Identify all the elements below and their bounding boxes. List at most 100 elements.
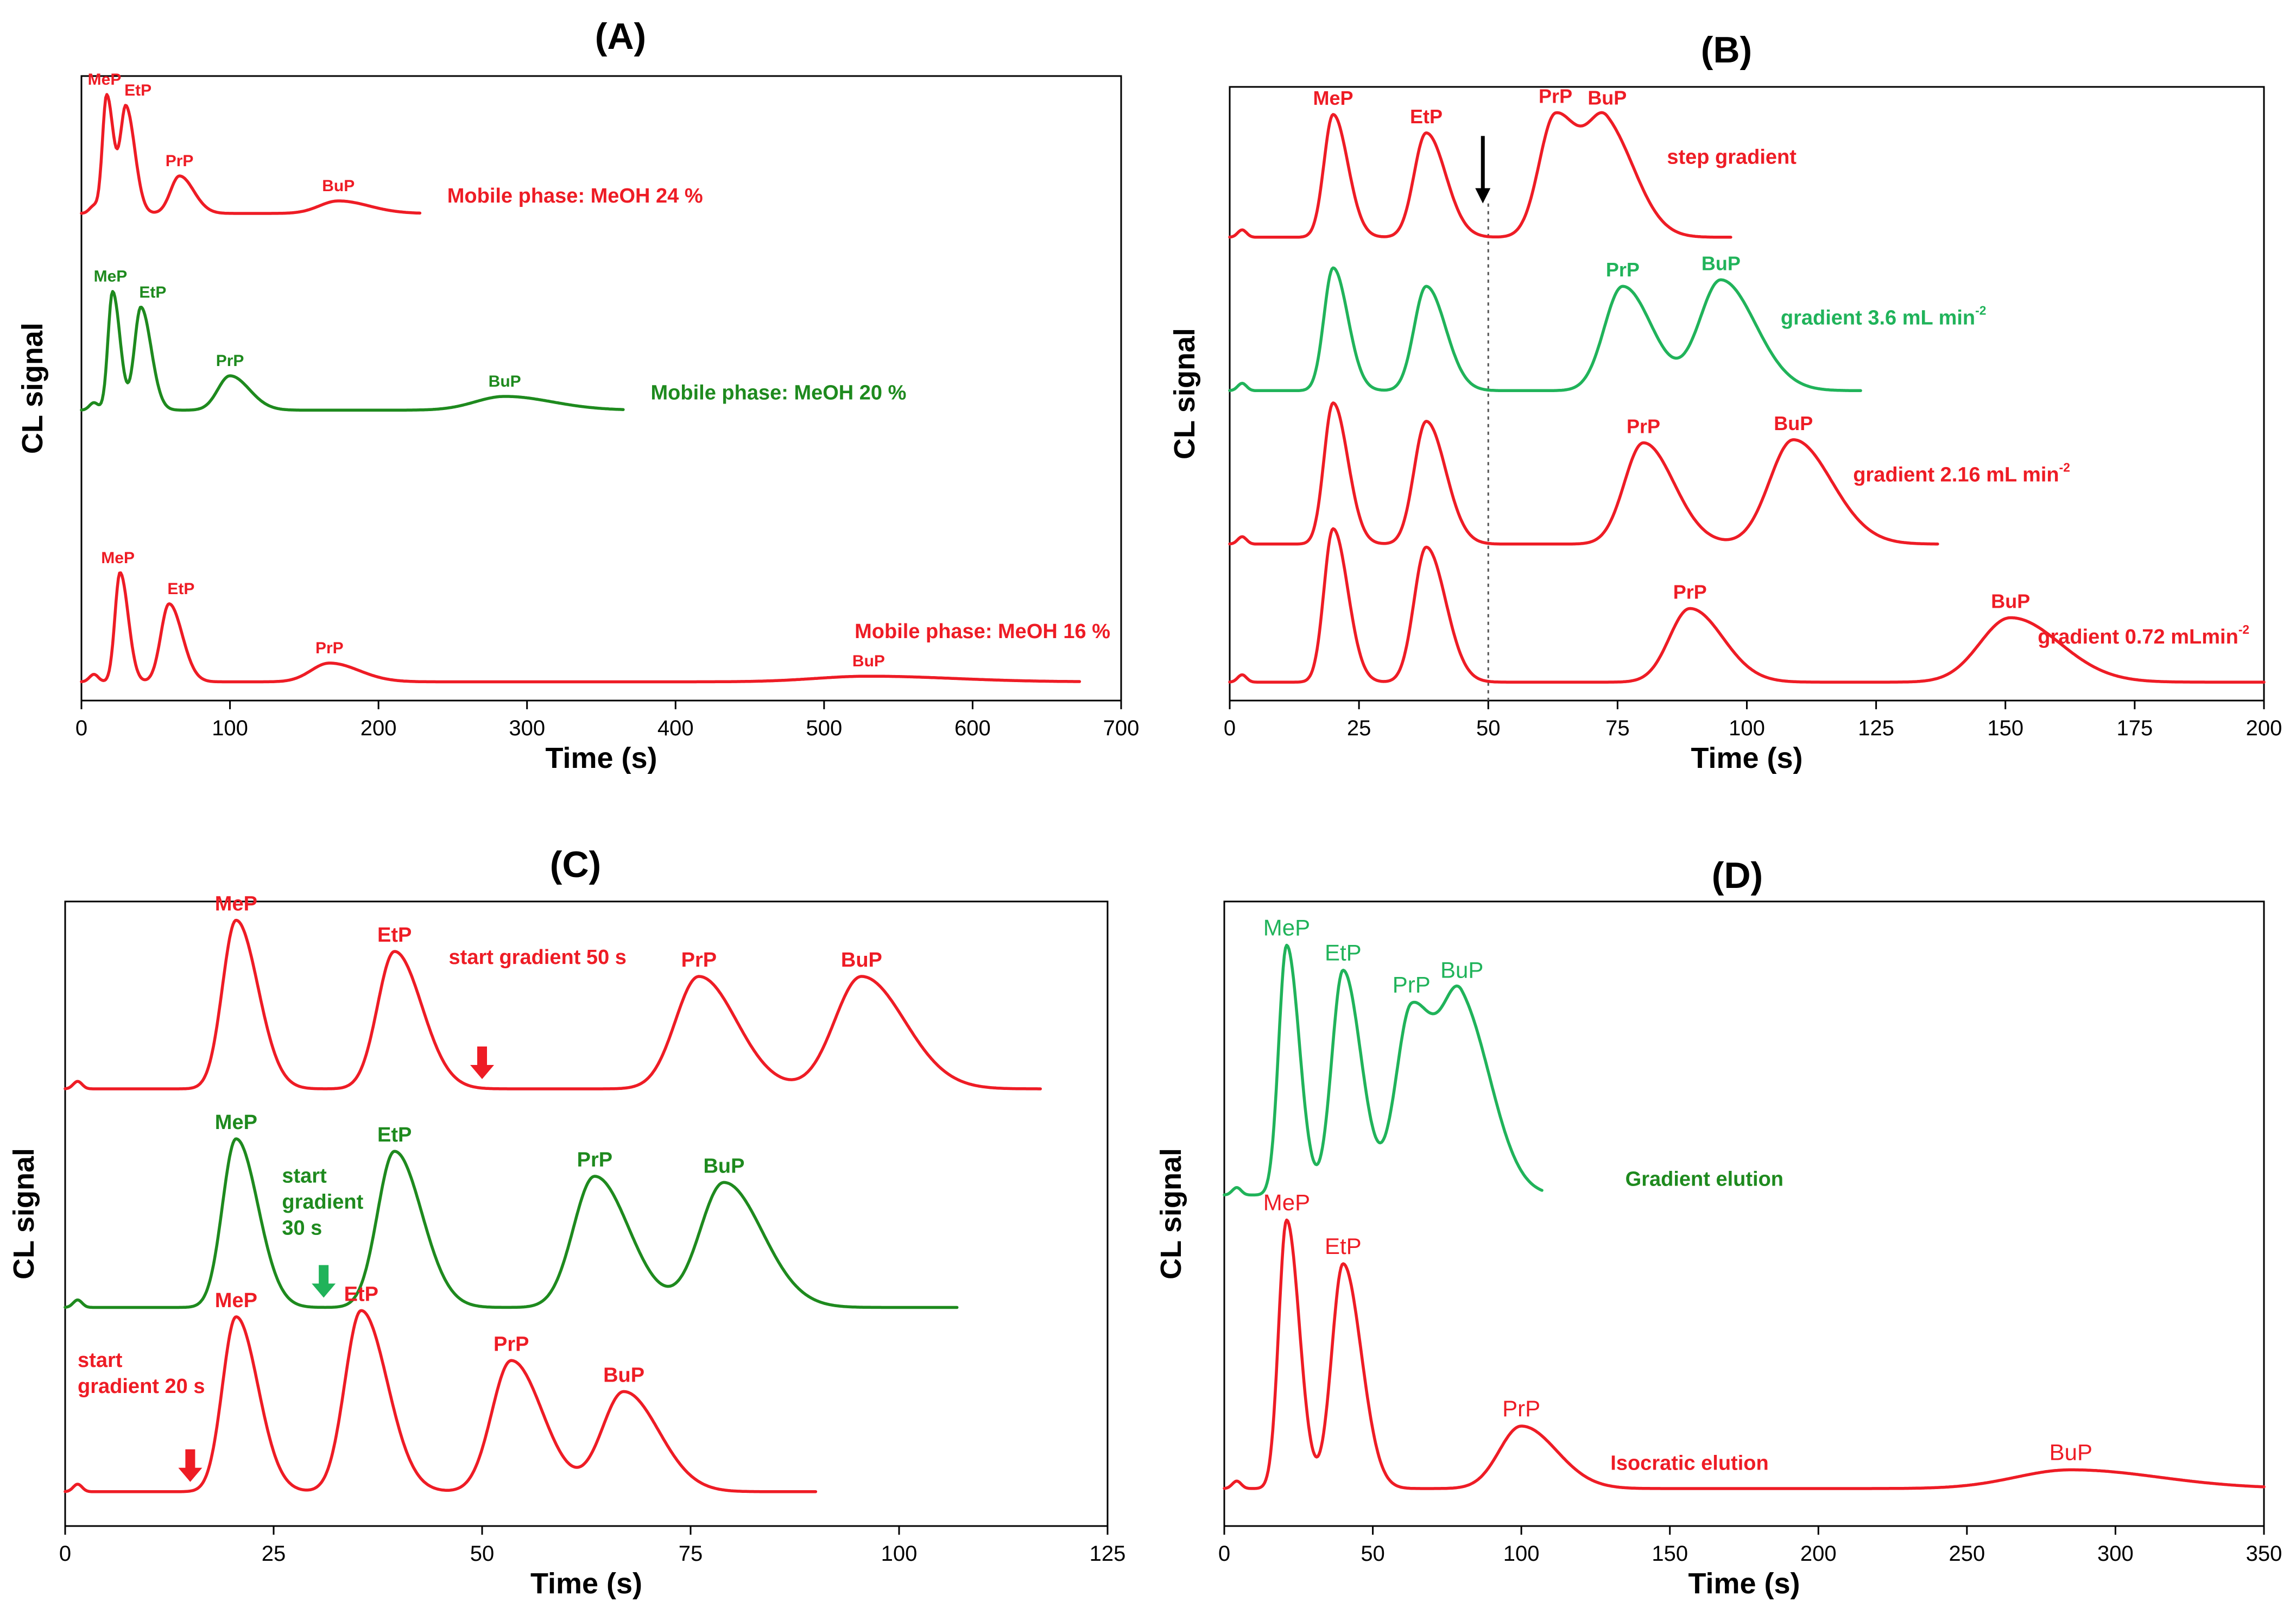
series-line [64,918,1042,1090]
peak-label: MeP [1263,915,1310,940]
peak-label: EtP [139,283,166,301]
peak-label: MeP [1263,1189,1310,1215]
peak-label: EtP [377,1124,412,1146]
x-tick-label: 125 [1090,1542,1126,1566]
series-annotation: Gradient elution [1625,1168,1783,1190]
series-2: PrP BuP gradient 3.6 mL min-2 [1228,252,1987,393]
peak-label: PrP [216,352,244,370]
x-tick-label: 300 [2097,1542,2134,1566]
series-line [80,289,625,412]
series-3: MeP EtP PrP BuP start gradient 20 s [64,1283,818,1493]
y-axis-label: CL signal [16,323,49,454]
plot-frame [64,900,1109,1527]
panel-c: (C) 0 25 50 75 100 125 Time (s) CL signal MeP EtP P… [8,844,1125,1600]
series-annotation-text: gradient 2.16 mL min [1853,464,2059,487]
y-axis-label: CL signal [8,1148,40,1279]
series-2: MeP EtP PrP BuP start gradient 30 s [64,1111,959,1309]
plot-frame [1229,86,2265,702]
series-line [1228,266,1862,393]
x-tick-label: 250 [1949,1542,1985,1566]
x-tick-label: 75 [1605,716,1630,740]
peak-label: PrP [1539,85,1572,108]
peak-label: BuP [322,177,355,195]
peak-label: MeP [215,1111,257,1134]
gradient-start-arrow [470,1046,494,1079]
y-axis-label: CL signal [1168,328,1201,459]
series-annotation-text: gradient 3.6 mL min [1781,306,1975,329]
peak-label: BuP [1587,86,1627,109]
x-tick-label: 500 [806,716,842,740]
peak-label: PrP [315,639,344,657]
peak-label: EtP [1325,940,1362,965]
series-line [1228,527,2266,684]
plot-frame [80,75,1122,702]
x-tick-label: 100 [1729,716,1765,740]
panel-a: (A) 0 100 200 300 400 500 600 700 Time (s) CL sign… [16,16,1139,774]
peak-label: BuP [1440,957,1483,983]
x-tick-label: 25 [1347,716,1371,740]
series-1: MeP EtP PrP BuP step gradient [1228,85,1797,239]
series-annotation: step gradient [1667,146,1797,168]
gradient-start-annotation: start gradient 50 s [449,946,627,969]
peak-label: BuP [1991,590,2030,612]
gradient-start-annotation: gradient 20 s [78,1375,205,1398]
peak-label: BuP [489,373,521,390]
peak-label: BuP [1702,252,1741,274]
x-tick-label: 175 [2117,716,2153,740]
peak-label: PrP [1502,1396,1540,1421]
x-tick-label: 200 [2246,716,2282,740]
peak-label: PrP [1393,972,1431,998]
series-line [80,93,422,215]
peak-label: PrP [1627,415,1660,437]
peak-label: EtP [167,580,194,598]
series-annotation: gradient 3.6 mL min-2 [1781,303,1987,329]
x-tick-label: 75 [679,1542,703,1566]
series-annotation: gradient 0.72 mLmin-2 [2038,622,2249,648]
x-tick-label: 600 [954,716,991,740]
x-tick-label: 100 [1503,1542,1540,1566]
x-tick-label: 200 [360,716,397,740]
x-tick-label: 0 [59,1542,71,1566]
peak-label: BuP [703,1155,744,1177]
x-tick-label: 125 [1858,716,1894,740]
panel-title: (C) [550,844,601,885]
x-tick-label: 400 [657,716,694,740]
series-annotation-text: Mobile phase: MeOH 24 % [447,185,703,207]
series-2: MeP EtP PrP BuP Isocratic elution [1223,1189,2266,1490]
series-2: MeP EtP PrP BuP Mobile phase: MeOH 20 % [80,268,906,412]
x-tick-label: 50 [470,1542,495,1566]
peak-label: EtP [1325,1233,1362,1259]
peak-label: BuP [603,1364,644,1386]
peak-label: BuP [852,652,885,670]
series-line [1223,943,1544,1197]
series-line [64,1137,959,1309]
series-annotation-text: Mobile phase: MeOH 16 % [855,620,1110,643]
peak-label: MeP [101,549,135,567]
series-annotation: Isocratic elution [1610,1452,1768,1475]
series-annotation-text: step gradient [1667,146,1797,168]
series-annotation-superscript: -2 [2059,461,2070,475]
peak-label: EtP [377,924,412,947]
x-tick-label: 700 [1103,716,1140,740]
x-tick-label: 100 [212,716,248,740]
peak-label: PrP [681,949,717,972]
series-annotation-text: gradient 0.72 mLmin [2038,626,2238,648]
peak-label: BuP [2050,1440,2092,1465]
series-annotation-text: Isocratic elution [1610,1452,1768,1475]
gradient-start-arrow [312,1265,336,1298]
x-tick-label: 0 [1218,1542,1230,1566]
peak-label: MeP [215,893,257,916]
series-annotation-text: Gradient elution [1625,1168,1783,1190]
peak-label: BuP [841,949,882,972]
panel-title: (A) [595,16,646,57]
gradient-start-annotation: start [78,1349,123,1372]
gradient-start-arrow [178,1449,203,1482]
peak-label: MeP [1313,87,1353,109]
gradient-start-annotation: start [282,1165,327,1188]
x-tick-label: 0 [1224,716,1236,740]
peak-label: PrP [577,1149,612,1171]
series-line [1228,401,1939,546]
panel-d: (D) 0 50 100 150 200 250 300 350 Time (s) CL signa… [1155,855,2282,1600]
